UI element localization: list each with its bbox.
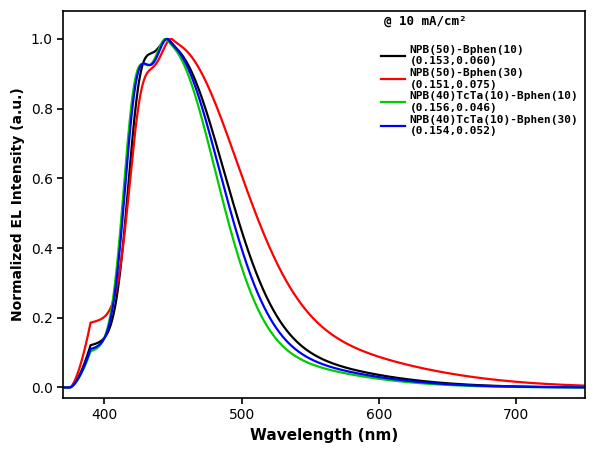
Line: NPB(50)-Bphen(10)
(0.153,0.060): NPB(50)-Bphen(10) (0.153,0.060)	[49, 39, 596, 387]
NPB(50)-Bphen(30)
(0.151,0.075)	[479, 375, 486, 381]
NPB(50)-Bphen(10)
(0.153,0.060)	[46, 385, 53, 390]
NPB(50)-Bphen(10)
(0.153,0.060)	[313, 354, 320, 359]
NPB(50)-Bphen(30)
(0.151,0.075)	[74, 371, 81, 377]
Line: NPB(50)-Bphen(30)
(0.151,0.075): NPB(50)-Bphen(30) (0.151,0.075)	[49, 39, 596, 387]
NPB(40)TcTa(10)-Bphen(30)
(0.154,0.052)	[46, 385, 53, 390]
NPB(50)-Bphen(10)
(0.153,0.060)	[579, 385, 586, 390]
NPB(50)-Bphen(10)
(0.153,0.060)	[595, 385, 596, 390]
NPB(40)TcTa(10)-Bphen(30)
(0.154,0.052)	[313, 359, 320, 365]
NPB(50)-Bphen(10)
(0.153,0.060)	[299, 344, 306, 349]
NPB(40)TcTa(10)-Bphen(30)
(0.154,0.052)	[579, 385, 586, 390]
NPB(40)TcTa(10)-Bphen(10)
(0.156,0.046)	[313, 363, 320, 369]
Line: NPB(40)TcTa(10)-Bphen(30)
(0.154,0.052): NPB(40)TcTa(10)-Bphen(30) (0.154,0.052)	[49, 39, 596, 387]
NPB(50)-Bphen(30)
(0.151,0.075)	[167, 36, 175, 42]
NPB(40)TcTa(10)-Bphen(10)
(0.156,0.046)	[595, 385, 596, 390]
X-axis label: Wavelength (nm): Wavelength (nm)	[250, 428, 398, 443]
NPB(50)-Bphen(10)
(0.153,0.060)	[479, 383, 486, 388]
Text: @ 10 mA/cm²: @ 10 mA/cm²	[384, 15, 467, 28]
NPB(50)-Bphen(30)
(0.151,0.075)	[595, 383, 596, 389]
NPB(50)-Bphen(30)
(0.151,0.075)	[313, 319, 320, 325]
Y-axis label: Normalized EL Intensity (a.u.): Normalized EL Intensity (a.u.)	[11, 88, 25, 321]
NPB(40)TcTa(10)-Bphen(10)
(0.156,0.046)	[479, 384, 486, 389]
NPB(50)-Bphen(30)
(0.151,0.075)	[579, 383, 586, 388]
Line: NPB(40)TcTa(10)-Bphen(10)
(0.156,0.046): NPB(40)TcTa(10)-Bphen(10) (0.156,0.046)	[49, 39, 596, 387]
NPB(40)TcTa(10)-Bphen(30)
(0.154,0.052)	[595, 385, 596, 390]
NPB(50)-Bphen(10)
(0.153,0.060)	[164, 36, 171, 42]
NPB(40)TcTa(10)-Bphen(30)
(0.154,0.052)	[74, 377, 81, 383]
NPB(40)TcTa(10)-Bphen(30)
(0.154,0.052)	[163, 36, 170, 42]
NPB(40)TcTa(10)-Bphen(30)
(0.154,0.052)	[479, 383, 486, 389]
NPB(50)-Bphen(30)
(0.151,0.075)	[299, 302, 306, 308]
NPB(40)TcTa(10)-Bphen(10)
(0.156,0.046)	[299, 357, 306, 363]
NPB(40)TcTa(10)-Bphen(10)
(0.156,0.046)	[162, 36, 169, 42]
NPB(40)TcTa(10)-Bphen(10)
(0.156,0.046)	[74, 378, 81, 383]
NPB(40)TcTa(10)-Bphen(10)
(0.156,0.046)	[579, 385, 586, 390]
NPB(50)-Bphen(10)
(0.153,0.060)	[579, 385, 586, 390]
NPB(40)TcTa(10)-Bphen(10)
(0.156,0.046)	[46, 385, 53, 390]
NPB(40)TcTa(10)-Bphen(10)
(0.156,0.046)	[579, 385, 586, 390]
NPB(40)TcTa(10)-Bphen(30)
(0.154,0.052)	[579, 385, 586, 390]
NPB(50)-Bphen(30)
(0.151,0.075)	[579, 383, 586, 388]
NPB(50)-Bphen(10)
(0.153,0.060)	[74, 376, 81, 382]
NPB(50)-Bphen(30)
(0.151,0.075)	[46, 385, 53, 390]
NPB(40)TcTa(10)-Bphen(30)
(0.154,0.052)	[299, 351, 306, 357]
Legend: NPB(50)-Bphen(10)
(0.153,0.060), NPB(50)-Bphen(30)
(0.151,0.075), NPB(40)TcTa(10: NPB(50)-Bphen(10) (0.153,0.060), NPB(50)…	[380, 44, 579, 138]
